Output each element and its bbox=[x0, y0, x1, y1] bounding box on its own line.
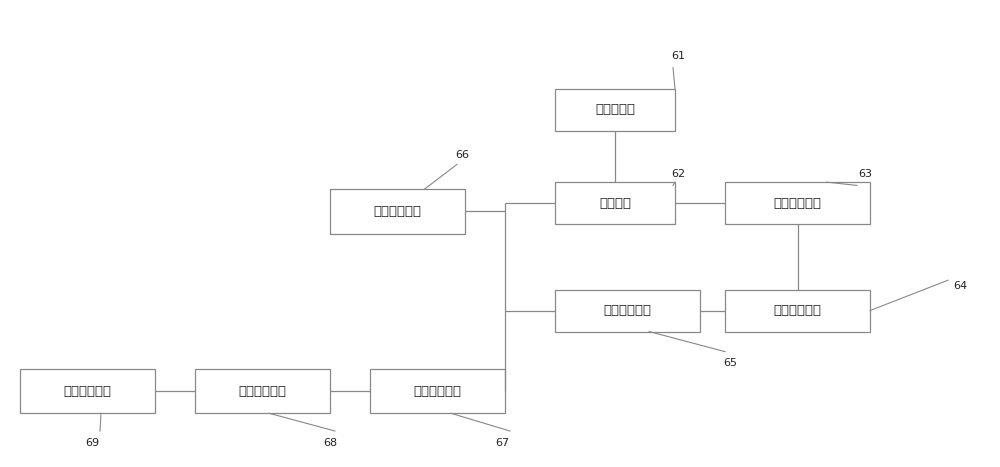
Text: 图像处理模块: 图像处理模块 bbox=[414, 385, 462, 397]
Bar bbox=[555, 182, 675, 224]
Bar bbox=[555, 290, 700, 332]
Text: 68: 68 bbox=[323, 438, 337, 448]
Text: 人脸分析模块: 人脸分析模块 bbox=[64, 385, 112, 397]
Bar bbox=[195, 369, 330, 413]
Bar bbox=[725, 290, 870, 332]
Bar bbox=[20, 369, 155, 413]
Text: 63: 63 bbox=[858, 169, 872, 179]
Text: 红外传感器: 红外传感器 bbox=[595, 103, 635, 116]
Bar bbox=[725, 182, 870, 224]
Text: 64: 64 bbox=[953, 281, 967, 291]
Text: 62: 62 bbox=[671, 169, 685, 179]
Text: 姿态估计装置: 姿态估计装置 bbox=[604, 304, 652, 317]
Text: 67: 67 bbox=[495, 438, 509, 448]
Text: 人脸捕捉装置: 人脸捕捉装置 bbox=[774, 197, 822, 210]
Text: 65: 65 bbox=[723, 358, 737, 368]
Bar bbox=[370, 369, 505, 413]
Text: 特征提取模块: 特征提取模块 bbox=[239, 385, 287, 397]
Bar bbox=[330, 189, 465, 234]
Text: 皮肤分析装置: 皮肤分析装置 bbox=[374, 205, 422, 218]
Text: 69: 69 bbox=[85, 438, 99, 448]
Bar bbox=[555, 89, 675, 131]
Text: 摄像头组: 摄像头组 bbox=[599, 197, 631, 210]
Text: 正脸估计装置: 正脸估计装置 bbox=[774, 304, 822, 317]
Text: 61: 61 bbox=[671, 51, 685, 61]
Text: 66: 66 bbox=[455, 150, 469, 160]
